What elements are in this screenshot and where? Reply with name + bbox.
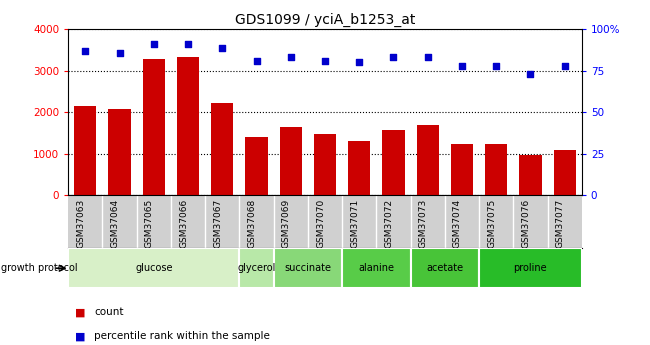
- Bar: [479, 248, 582, 288]
- Text: GSM37073: GSM37073: [419, 199, 428, 248]
- Text: GSM37068: GSM37068: [248, 199, 257, 248]
- Bar: [342, 248, 411, 288]
- Text: GSM37074: GSM37074: [453, 199, 462, 248]
- Text: GSM37077: GSM37077: [556, 199, 565, 248]
- Title: GDS1099 / yciA_b1253_at: GDS1099 / yciA_b1253_at: [235, 13, 415, 27]
- Bar: [451, 144, 473, 195]
- Point: [149, 41, 159, 47]
- Bar: [177, 57, 199, 195]
- Text: acetate: acetate: [426, 263, 463, 273]
- Point: [560, 63, 570, 69]
- Text: ■: ■: [75, 332, 85, 341]
- Text: GSM37065: GSM37065: [145, 199, 154, 248]
- Point: [320, 58, 330, 63]
- Bar: [411, 248, 479, 288]
- Point: [252, 58, 262, 63]
- Point: [80, 48, 90, 53]
- Text: GSM37066: GSM37066: [179, 199, 188, 248]
- Bar: [274, 248, 342, 288]
- Text: glucose: glucose: [135, 263, 173, 273]
- Bar: [314, 135, 336, 195]
- Bar: [382, 130, 404, 195]
- Text: GSM37064: GSM37064: [111, 199, 120, 248]
- Bar: [68, 248, 239, 288]
- Text: GSM37067: GSM37067: [213, 199, 222, 248]
- Point: [285, 55, 296, 60]
- Text: GSM37069: GSM37069: [281, 199, 291, 248]
- Bar: [417, 125, 439, 195]
- Text: growth protocol: growth protocol: [1, 263, 78, 273]
- Point: [457, 63, 467, 69]
- Text: alanine: alanine: [358, 263, 395, 273]
- Text: ■: ■: [75, 307, 85, 317]
- Bar: [519, 155, 541, 195]
- Bar: [239, 248, 274, 288]
- Point: [354, 60, 365, 65]
- Text: proline: proline: [514, 263, 547, 273]
- Point: [114, 50, 125, 55]
- Bar: [554, 150, 576, 195]
- Text: succinate: succinate: [285, 263, 332, 273]
- Point: [217, 45, 228, 50]
- Bar: [246, 137, 268, 195]
- Bar: [280, 127, 302, 195]
- Bar: [211, 102, 233, 195]
- Point: [183, 41, 193, 47]
- Text: GSM37070: GSM37070: [316, 199, 325, 248]
- Text: percentile rank within the sample: percentile rank within the sample: [94, 332, 270, 341]
- Text: glycerol: glycerol: [237, 263, 276, 273]
- Text: GSM37075: GSM37075: [487, 199, 496, 248]
- Bar: [143, 59, 165, 195]
- Text: count: count: [94, 307, 124, 317]
- Bar: [485, 145, 507, 195]
- Point: [388, 55, 398, 60]
- Point: [491, 63, 501, 69]
- Bar: [74, 106, 96, 195]
- Text: GSM37076: GSM37076: [521, 199, 530, 248]
- Bar: [109, 109, 131, 195]
- Text: GSM37072: GSM37072: [384, 199, 393, 248]
- Point: [422, 55, 433, 60]
- Bar: [348, 141, 370, 195]
- Text: GSM37071: GSM37071: [350, 199, 359, 248]
- Point: [525, 71, 536, 77]
- Text: GSM37063: GSM37063: [76, 199, 85, 248]
